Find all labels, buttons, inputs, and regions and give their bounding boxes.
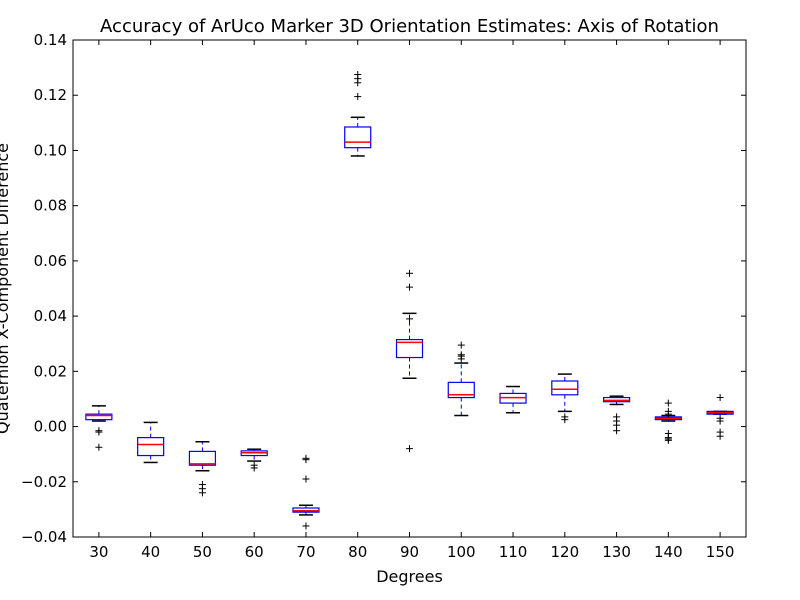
flier-point xyxy=(561,416,569,424)
flier-point xyxy=(95,428,103,436)
box-100 xyxy=(447,341,475,417)
iqr-box xyxy=(395,338,424,359)
box-150 xyxy=(706,394,734,440)
x-tick-label: 130 xyxy=(602,543,631,561)
x-tick-label: 140 xyxy=(654,543,683,561)
flier-point xyxy=(613,427,621,435)
flier-point xyxy=(664,399,672,407)
box-120 xyxy=(551,373,579,424)
x-tick-label: 50 xyxy=(193,543,212,561)
y-tick-label: −0.02 xyxy=(21,473,67,491)
flier-point xyxy=(302,522,310,530)
y-tick-label: 0.04 xyxy=(34,307,67,325)
x-tick-label: 60 xyxy=(245,543,264,561)
y-tick-label: 0.12 xyxy=(34,86,67,104)
x-axis-label: Degrees xyxy=(376,567,443,586)
flier-point xyxy=(664,436,672,444)
iqr-box xyxy=(188,450,217,466)
x-tick-label: 40 xyxy=(141,543,160,561)
iqr-box xyxy=(447,381,475,399)
flier-point xyxy=(198,489,206,497)
flier-point xyxy=(95,443,103,451)
flier-point xyxy=(664,410,672,418)
flier-point xyxy=(406,269,413,277)
iqr-box xyxy=(137,437,165,457)
flier-point xyxy=(354,71,362,79)
y-tick-label: −0.04 xyxy=(21,528,67,546)
boxes-layer xyxy=(85,71,734,530)
flier-point xyxy=(302,456,310,464)
flier-point xyxy=(250,464,258,472)
box-80 xyxy=(344,71,372,157)
chart-title: Accuracy of ArUco Marker 3D Orientation … xyxy=(100,16,719,37)
y-tick-label: 0.10 xyxy=(34,141,67,159)
iqr-box xyxy=(85,413,113,421)
flier-point xyxy=(457,341,465,349)
box-130 xyxy=(602,395,631,435)
flier-point xyxy=(302,475,310,483)
flier-point xyxy=(406,445,413,453)
x-tick-label: 30 xyxy=(89,543,108,561)
x-tick-label: 70 xyxy=(296,543,315,561)
y-axis-label: Quaternion X-Component Difference xyxy=(0,143,12,434)
box-90 xyxy=(395,269,424,453)
x-tick-label: 150 xyxy=(706,543,735,561)
x-tick-label: 80 xyxy=(348,543,367,561)
flier-point xyxy=(457,351,465,359)
x-tick-label: 110 xyxy=(499,543,528,561)
x-tick-label: 90 xyxy=(400,543,419,561)
box-30 xyxy=(85,405,113,451)
iqr-box xyxy=(551,380,579,396)
y-tick-label: 0.00 xyxy=(34,418,67,436)
box-70 xyxy=(292,454,320,530)
ticks-layer: 0.14 0.12 0.10 0.08 0.06 0.04 0.02 0.00 −0.02 −0.… xyxy=(21,31,746,561)
flier-point xyxy=(716,432,724,440)
box-50 xyxy=(188,440,217,497)
flier-point xyxy=(406,315,413,323)
y-tick-label: 0.06 xyxy=(34,252,67,270)
y-tick-label: 0.02 xyxy=(34,362,67,380)
box-40 xyxy=(137,421,165,464)
flier-point xyxy=(716,394,724,402)
box-60 xyxy=(240,448,268,472)
x-tick-label: 100 xyxy=(447,543,476,561)
flier-point xyxy=(354,93,362,101)
y-tick-label: 0.14 xyxy=(34,31,67,49)
y-tick-label: 0.08 xyxy=(34,197,67,215)
box-110 xyxy=(499,385,527,414)
iqr-box xyxy=(344,126,372,149)
box-140 xyxy=(654,399,682,444)
x-tick-label: 120 xyxy=(550,543,579,561)
flier-point xyxy=(406,283,413,291)
flier-point xyxy=(716,417,724,425)
